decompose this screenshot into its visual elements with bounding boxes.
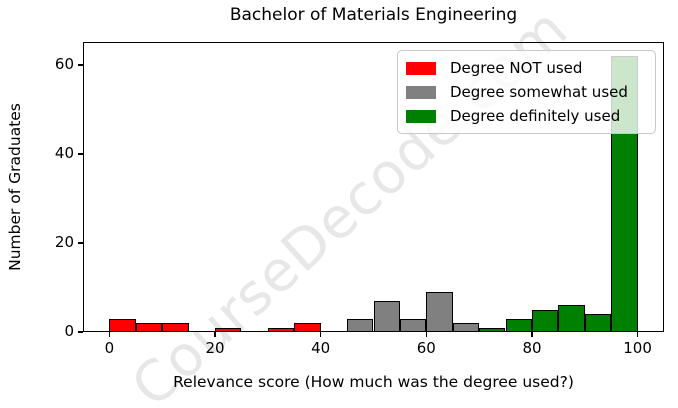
- y-axis-label: Number of Graduates: [6, 103, 24, 271]
- legend-item-not_used: Degree NOT used: [406, 59, 647, 77]
- x-tick-label-0: 0: [104, 339, 115, 357]
- legend-label: Degree somewhat used: [450, 83, 628, 101]
- histogram-bar-45-50: [347, 318, 374, 332]
- chart-title: Bachelor of Materials Engineering: [229, 5, 518, 25]
- plot-area: Degree NOT used Degree somewhat used Degre…: [83, 42, 664, 332]
- x-tick-label-80: 80: [522, 339, 542, 357]
- histogram-bar-80-85: [532, 309, 559, 332]
- histogram-bar-65-70: [452, 323, 480, 332]
- histogram-bar-90-95: [584, 314, 612, 332]
- histogram-bar-70-75: [479, 327, 506, 332]
- legend-swatch-definitely_used: [406, 109, 436, 123]
- y-tick-label-40: 40: [54, 143, 74, 162]
- x-tick-mark-20: [214, 332, 216, 337]
- y-tick-label-20: 20: [54, 232, 74, 251]
- legend-item-somewhat_used: Degree somewhat used: [406, 83, 647, 101]
- x-tick-mark-80: [531, 332, 533, 337]
- histogram-bar-75-80: [505, 318, 532, 332]
- x-tick-label-40: 40: [311, 339, 331, 357]
- y-tick-mark-60: [78, 64, 83, 66]
- histogram-bar-20-25: [215, 327, 242, 332]
- x-tick-label-100: 100: [623, 339, 652, 357]
- legend-label: Degree NOT used: [450, 59, 583, 77]
- histogram-bar-0-5: [109, 318, 136, 332]
- histogram-bar-60-65: [426, 291, 453, 332]
- x-tick-label-60: 60: [416, 339, 436, 357]
- y-tick-mark-20: [78, 242, 83, 244]
- y-tick-label-0: 0: [64, 322, 74, 340]
- x-axis-label: Relevance score (How much was the degree…: [173, 373, 574, 391]
- histogram-bar-35-40: [294, 323, 321, 332]
- histogram-bar-30-35: [267, 327, 295, 332]
- legend-swatch-somewhat_used: [406, 85, 436, 99]
- x-tick-mark-40: [319, 332, 322, 337]
- x-tick-label-20: 20: [205, 339, 225, 357]
- histogram-bar-55-60: [399, 318, 427, 332]
- x-tick-mark-100: [636, 332, 639, 337]
- histogram-bar-5-10: [135, 323, 163, 332]
- y-tick-label-60: 60: [54, 54, 74, 73]
- x-tick-mark-0: [108, 332, 111, 337]
- histogram-bar-10-15: [162, 323, 189, 332]
- histogram-bar-50-55: [373, 300, 400, 332]
- y-tick-mark-0: [78, 331, 83, 333]
- histogram-bar-85-90: [558, 305, 585, 332]
- legend-item-definitely_used: Degree definitely used: [406, 107, 647, 125]
- y-tick-mark-40: [78, 153, 83, 155]
- x-tick-mark-60: [425, 332, 428, 337]
- legend-swatch-not_used: [406, 61, 436, 75]
- legend-label: Degree definitely used: [450, 107, 621, 125]
- legend: Degree NOT used Degree somewhat used Degre…: [397, 50, 656, 134]
